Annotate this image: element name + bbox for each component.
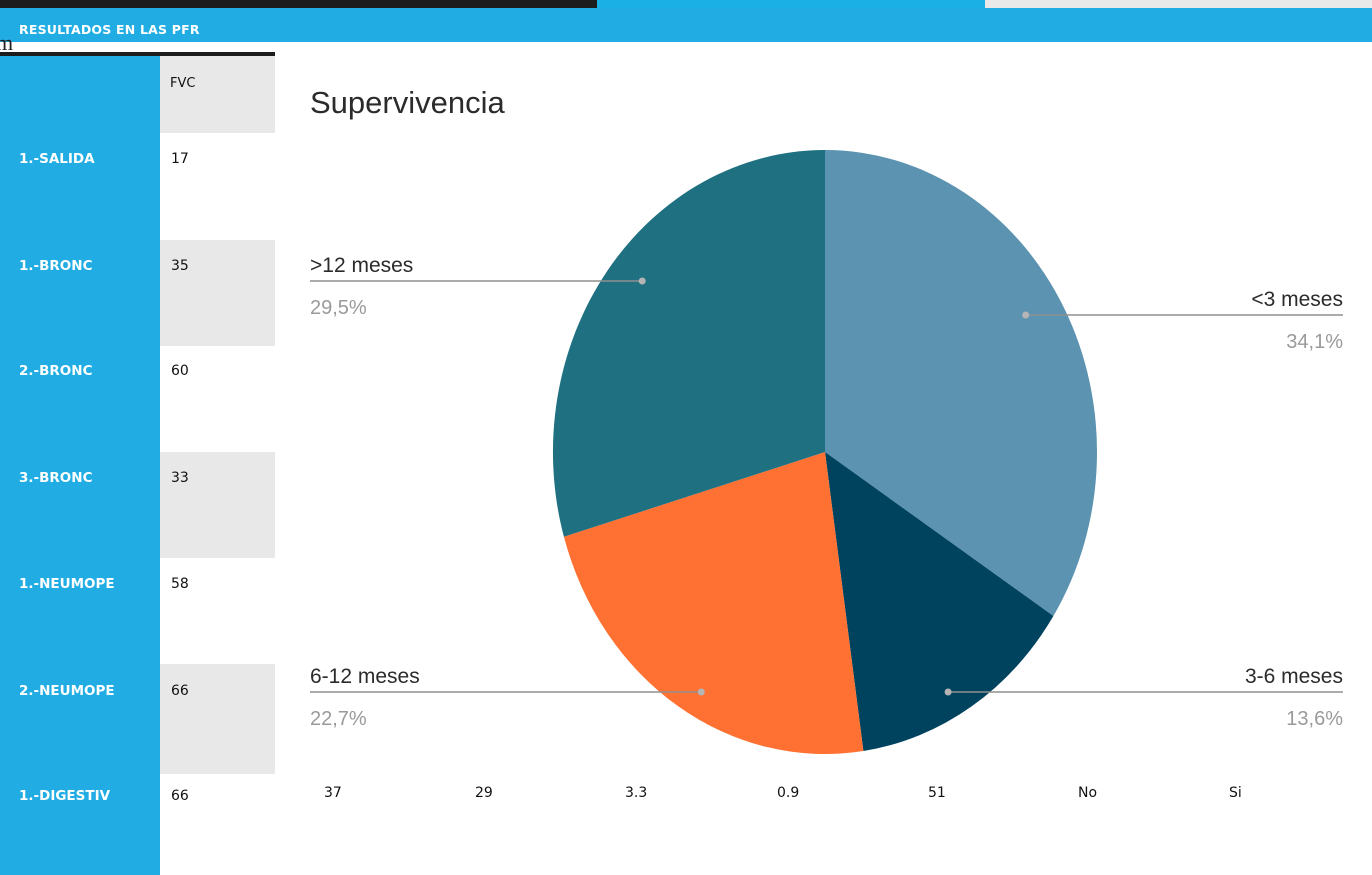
slice-percent-6-12: 22,7% bbox=[310, 708, 367, 730]
leader-dot-3-6 bbox=[944, 688, 952, 696]
row-label: 1.-NEUMOPE bbox=[19, 576, 115, 592]
fvc-value: 66 bbox=[171, 683, 189, 699]
leader-dot-6-12 bbox=[697, 688, 705, 696]
bottom-row-value: 29 bbox=[475, 785, 493, 801]
top-strip-accent bbox=[597, 0, 985, 8]
fvc-value: 33 bbox=[171, 470, 189, 486]
top-strip bbox=[0, 0, 1372, 8]
pie-slice-6-12 bbox=[563, 452, 864, 755]
fvc-value: 66 bbox=[171, 788, 189, 804]
row-label: 1.-DIGESTIV bbox=[19, 788, 111, 804]
section-title: RESULTADOS EN LAS PFR bbox=[19, 22, 200, 37]
bottom-row-value: No bbox=[1078, 785, 1098, 801]
slice-label-gt12: >12 meses bbox=[310, 254, 413, 277]
slice-percent-lt3: 34,1% bbox=[1286, 331, 1343, 353]
bottom-row-value: 37 bbox=[324, 785, 342, 801]
pie-slice-gt12 bbox=[552, 150, 825, 537]
pie-slice-3-6 bbox=[825, 452, 1054, 751]
header-band bbox=[0, 8, 1372, 42]
leader-dot-gt12 bbox=[638, 277, 646, 285]
fvc-cell-bg bbox=[160, 56, 275, 133]
row-label: 2.-NEUMOPE bbox=[19, 683, 115, 699]
bottom-row-value: 51 bbox=[928, 785, 946, 801]
fvc-value: 58 bbox=[171, 576, 189, 592]
slice-label-6-12: 6-12 meses bbox=[310, 665, 420, 688]
row-label: 1.-SALIDA bbox=[19, 151, 95, 167]
row-label-column bbox=[0, 56, 160, 875]
row-label: 2.-BRONC bbox=[19, 363, 93, 379]
pie-labels: <3 meses 34,1% 3-6 meses 13,6% 6-12 meses 22,… bbox=[310, 254, 1343, 730]
bottom-row-value: 3.3 bbox=[625, 785, 648, 801]
fvc-value: 17 bbox=[171, 151, 189, 167]
row-label: 3.-BRONC bbox=[19, 470, 93, 486]
fvc-value: 35 bbox=[171, 258, 189, 274]
row-label: 1.-BRONC bbox=[19, 258, 93, 274]
section-title-underline bbox=[0, 52, 275, 56]
pie-chart: Supervivencia <3 meses 34,1% 3-6 meses 13,6… bbox=[275, 42, 1372, 777]
fvc-value: 60 bbox=[171, 363, 189, 379]
fvc-cell-bg bbox=[160, 664, 275, 774]
slice-percent-gt12: 29,5% bbox=[310, 297, 367, 319]
pie-slice-lt3 bbox=[825, 150, 1098, 616]
leader-dot-lt3 bbox=[1022, 311, 1030, 319]
slice-label-lt3: <3 meses bbox=[1251, 288, 1343, 311]
slice-label-3-6: 3-6 meses bbox=[1245, 665, 1343, 688]
slice-percent-3-6: 13,6% bbox=[1286, 708, 1343, 730]
fvc-cell-bg bbox=[160, 240, 275, 346]
chart-title: Supervivencia bbox=[310, 85, 505, 120]
background-text-fragment: m bbox=[0, 30, 14, 55]
fvc-column-header: FVC bbox=[170, 76, 196, 91]
fvc-cell-bg bbox=[160, 452, 275, 558]
bottom-row-value: 0.9 bbox=[777, 785, 800, 801]
top-strip-grey bbox=[985, 0, 1372, 8]
pie-slices bbox=[552, 150, 1098, 755]
bottom-row-value: Si bbox=[1229, 785, 1242, 801]
